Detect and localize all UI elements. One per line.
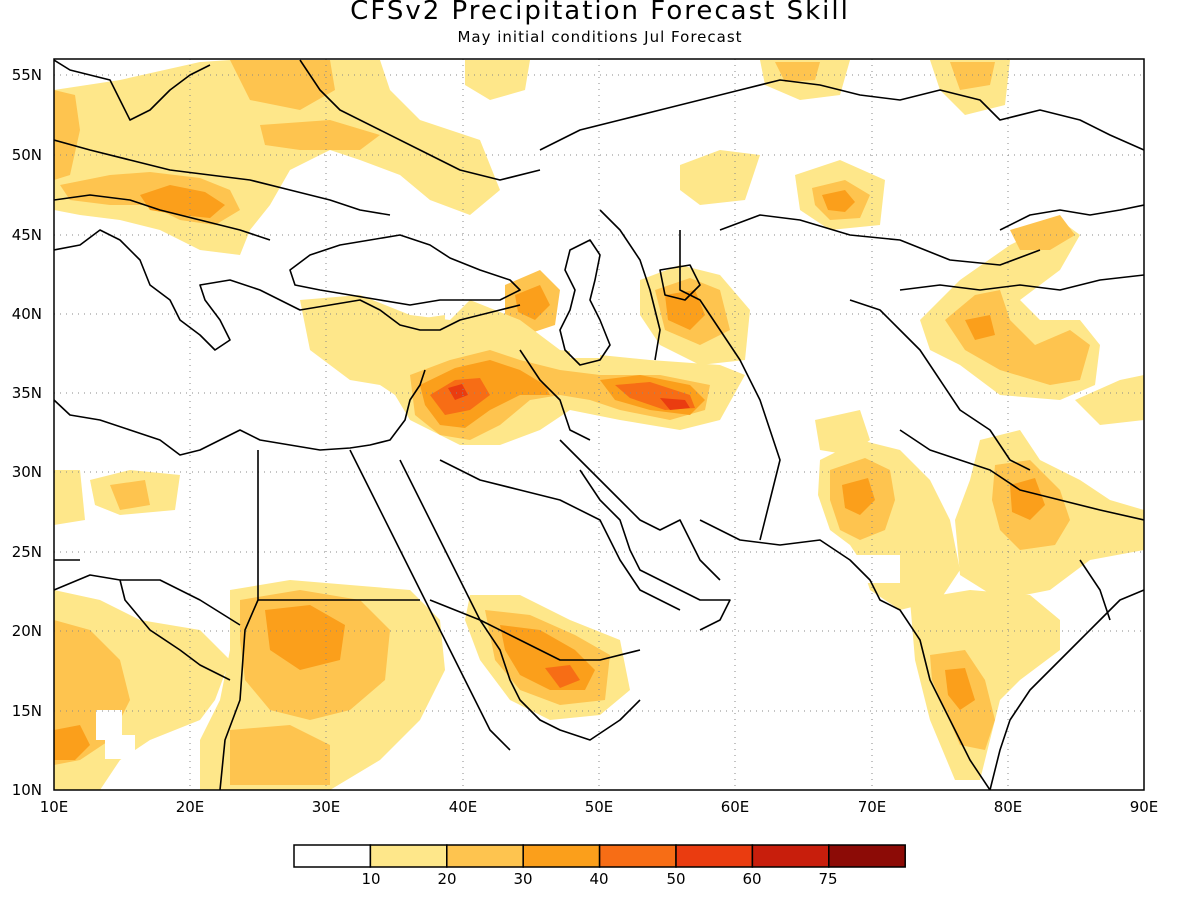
skill-region-mongolia [1010,215,1075,250]
plot-frame [53,58,1145,791]
map-subtitle: May initial conditions Jul Forecast [457,28,743,46]
skill-region-turkmen-peak [665,290,705,330]
skill-region-egypt-west-core [110,480,150,510]
lon-tick-label: 20E [176,798,205,816]
colorbar-boxes [293,844,906,868]
skill-region-urals-core [775,62,820,82]
missing-data-mask [96,340,900,759]
colorbar: 10 20 30 40 50 60 75 [293,844,906,888]
colorbar-label: 60 [742,870,761,888]
skill-region-india-peak [945,668,975,710]
colorbar-swatch [369,844,448,868]
colorbar-swatch [751,844,830,868]
colorbar-swatch [598,844,677,868]
lon-tick-label: 30E [312,798,341,816]
lon-tick-label: 80E [994,798,1023,816]
skill-region-xinjiang-peak [965,315,995,340]
colorbar-label: 75 [818,870,837,888]
longitude-labels: 10E 20E 30E 40E 50E 60E 70E 80E 90E [40,798,1159,816]
lat-tick-label: 55N [12,66,42,84]
colorbar-swatch [293,844,372,868]
skill-region-yemen-max [545,665,580,688]
colorbar-swatch [522,844,601,868]
lat-tick-label: 40N [12,305,42,323]
lat-tick-label: 10N [12,781,42,799]
lat-tick-label: 45N [12,226,42,244]
lat-tick-label: 25N [12,543,42,561]
skill-region-kazakh-east-peak [822,190,855,212]
colorbar-swatch [828,844,906,868]
lon-tick-label: 40E [449,798,478,816]
colorbar-label: 10 [361,870,380,888]
skill-region-xinjiang-core [945,290,1090,385]
map-title: CFSv2 Precipitation Forecast Skill [350,0,850,26]
lon-tick-label: 60E [721,798,750,816]
skill-region-pakistan-peak [842,478,875,515]
colorbar-swatch [675,844,754,868]
skill-region-iran-peak [660,398,690,410]
latitude-labels: 55N 50N 45N 40N 35N 30N 25N 20N 15N 10N [12,66,42,799]
colorbar-label: 50 [666,870,685,888]
skill-region-caucasus-core [515,285,550,320]
lon-tick-label: 10E [40,798,69,816]
skill-region-siberia-core [950,62,995,90]
coastlines-and-borders [54,59,1144,790]
skill-region-west-edge [54,90,80,180]
skill-region-volga [465,60,530,100]
colorbar-label: 30 [513,870,532,888]
lat-tick-label: 50N [12,146,42,164]
skill-region-libya [54,470,85,525]
lon-tick-label: 50E [585,798,614,816]
lat-tick-label: 35N [12,384,42,402]
skill-region-sudan-south [230,725,330,785]
colorbar-swatch [446,844,524,868]
colorbar-label: 40 [589,870,608,888]
lat-tick-label: 20N [12,622,42,640]
skill-region-sahel-west-peak [54,725,90,760]
skill-region-tibet [1075,375,1144,425]
lon-tick-label: 70E [858,798,887,816]
lon-tick-label: 90E [1130,798,1159,816]
skill-region-kazakhstan [680,150,760,205]
lat-tick-label: 15N [12,702,42,720]
colorbar-labels: 10 20 30 40 50 60 75 [361,870,837,888]
skill-region-sudan-peak [265,605,345,670]
lat-tick-label: 30N [12,463,42,481]
skill-region-poland [260,120,380,150]
colorbar-label: 20 [437,870,456,888]
